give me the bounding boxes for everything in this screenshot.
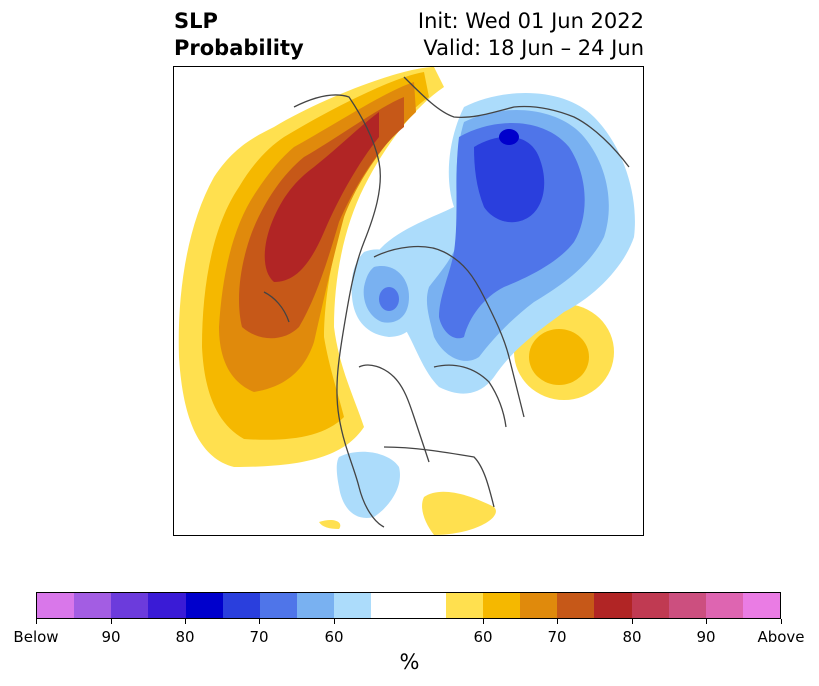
colorbar-segment [520, 593, 558, 618]
colorbar-label: 60 [473, 628, 493, 646]
colorbar-segment [445, 593, 483, 618]
below-70-contour [379, 287, 399, 311]
colorbar-label: 80 [622, 628, 642, 646]
colorbar-tick [334, 619, 335, 624]
colorbar-label: 90 [696, 628, 716, 646]
below-70-contour [439, 123, 585, 339]
above-60-contour [422, 491, 496, 535]
colorbar-segment [408, 593, 446, 618]
above-normal-pacific-region [178, 67, 444, 467]
title-variable: SLP [174, 9, 218, 33]
below-normal-eurasia-region [370, 93, 635, 394]
colorbar-label: 80 [175, 628, 195, 646]
colorbar-label: 70 [547, 628, 567, 646]
below-80-contour [499, 129, 519, 145]
colorbar-segment [37, 593, 75, 618]
coastlines [263, 76, 630, 528]
below-normal-us-region [336, 451, 400, 518]
colorbar-tick [185, 619, 186, 624]
colorbar-labels: Below 90 80 70 60 60 70 80 90 Above [0, 628, 819, 646]
above-60-contour [319, 519, 341, 529]
colorbar-segment [631, 593, 669, 618]
title-left: SLP Probability [174, 8, 304, 62]
colorbar-tick [632, 619, 633, 624]
colorbar-segment [742, 593, 781, 618]
colorbar-tick [36, 619, 37, 624]
map-panel[interactable] [173, 66, 644, 536]
colorbar-segment [594, 593, 632, 618]
colorbar-tick [781, 619, 782, 624]
title-right: Init: Wed 01 Jun 2022 Valid: 18 Jun – 24… [418, 8, 644, 62]
above-65-contour [529, 329, 589, 385]
below-60-contour [336, 451, 400, 518]
colorbar-segment [259, 593, 298, 618]
colorbar-label: 70 [249, 628, 269, 646]
colorbar-segment [74, 593, 112, 618]
colorbar-tick [111, 619, 112, 624]
colorbar-segment [371, 593, 409, 618]
probability-map [178, 67, 635, 535]
colorbar-segment [482, 593, 521, 618]
colorbar-segment [185, 593, 223, 618]
below-normal-canada-region [351, 249, 420, 337]
colorbar-segment [148, 593, 186, 618]
colorbar-segment [557, 593, 595, 618]
colorbar-label: 60 [324, 628, 344, 646]
colorbar-tick [557, 619, 558, 624]
colorbar-tick [706, 619, 707, 624]
colorbar-label: Below [13, 628, 59, 646]
colorbar-label: Above [757, 628, 805, 646]
colorbar [36, 592, 781, 619]
colorbar-tick [483, 619, 484, 624]
colorbar-segment [334, 593, 372, 618]
colorbar-segment [111, 593, 149, 618]
colorbar-segment [297, 593, 335, 618]
colorbar-tick [259, 619, 260, 624]
colorbar-segment [222, 593, 260, 618]
colorbar-label: 90 [101, 628, 121, 646]
above-80-contour [264, 112, 379, 282]
valid-period: Valid: 18 Jun – 24 Jun [423, 36, 644, 60]
init-date: Init: Wed 01 Jun 2022 [417, 9, 644, 33]
below-75-contour [474, 136, 545, 223]
colorbar-segment [705, 593, 743, 618]
colorbar-segment [668, 593, 706, 618]
above-normal-caribbean [319, 491, 496, 535]
title-product: Probability [174, 36, 304, 60]
colorbar-unit: % [399, 650, 420, 674]
